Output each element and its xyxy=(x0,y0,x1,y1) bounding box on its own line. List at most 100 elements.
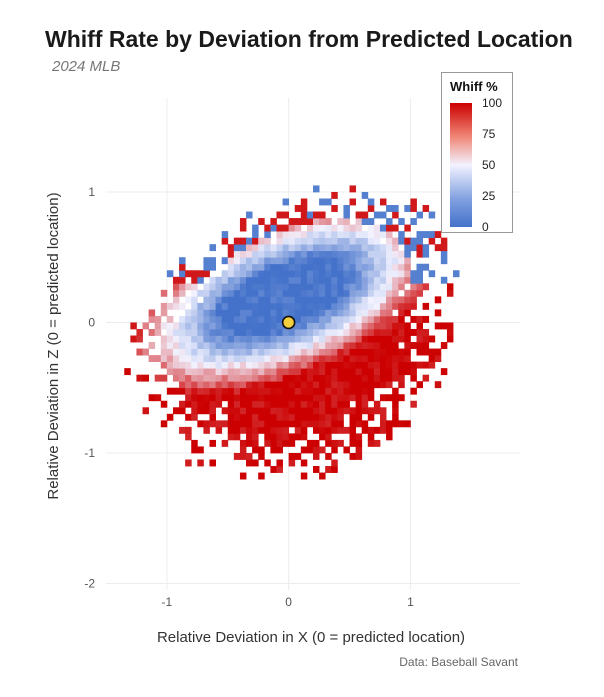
heatmap-cell xyxy=(282,335,290,343)
heatmap-cell xyxy=(258,302,265,310)
heatmap-cell xyxy=(404,328,411,336)
heatmap-cell xyxy=(221,322,229,330)
heatmap-cell xyxy=(294,218,302,225)
heatmap-cell xyxy=(239,426,247,434)
heatmap-cell xyxy=(252,387,259,395)
heatmap-cell xyxy=(313,270,320,278)
heatmap-cell xyxy=(319,433,326,441)
heatmap-cell xyxy=(154,315,162,323)
heatmap-cell xyxy=(288,361,296,369)
heatmap-cell xyxy=(239,348,247,356)
heatmap-cell xyxy=(154,374,162,382)
heatmap-cell xyxy=(246,322,253,330)
heatmap-cell xyxy=(276,361,283,369)
heatmap-cell xyxy=(398,283,405,291)
heatmap-cell xyxy=(373,211,381,219)
heatmap-cell xyxy=(185,283,192,291)
heatmap-cell xyxy=(215,302,223,310)
heatmap-cell xyxy=(331,407,338,415)
heatmap-cell xyxy=(300,250,308,258)
heatmap-cell xyxy=(379,211,387,219)
heatmap-cell xyxy=(404,335,411,343)
heatmap-cell xyxy=(313,355,320,363)
heatmap-cell xyxy=(203,368,210,376)
heatmap-cell xyxy=(191,335,198,343)
heatmap-cell xyxy=(379,302,387,310)
heatmap-cell xyxy=(197,361,204,369)
heatmap-cell xyxy=(246,420,253,428)
heatmap-cell xyxy=(349,433,357,441)
heatmap-cell xyxy=(343,289,350,297)
heatmap-cell xyxy=(313,426,320,434)
heatmap-cell xyxy=(386,296,393,304)
heatmap-cell xyxy=(355,433,363,441)
heatmap-cell xyxy=(355,309,363,317)
heatmap-cell xyxy=(349,335,357,343)
heatmap-cell xyxy=(209,289,216,297)
heatmap-cell xyxy=(319,394,326,402)
heatmap-cell xyxy=(386,244,393,252)
heatmap-cell xyxy=(252,368,259,376)
heatmap-cell xyxy=(276,309,283,317)
heatmap-cell xyxy=(373,263,381,271)
heatmap-cell xyxy=(221,342,229,349)
heatmap-cell xyxy=(203,426,210,434)
heatmap-cell xyxy=(246,426,253,434)
heatmap-cell xyxy=(209,244,216,252)
heatmap-cell xyxy=(179,276,186,284)
heatmap-cell xyxy=(355,283,363,291)
heatmap-cell xyxy=(361,309,369,317)
heatmap-cell xyxy=(313,387,320,395)
heatmap-cell xyxy=(361,296,369,304)
heatmap-cell xyxy=(288,224,296,232)
heatmap-cell xyxy=(319,328,326,336)
heatmap-cell xyxy=(349,315,357,323)
heatmap-cell xyxy=(185,387,192,395)
heatmap-cell xyxy=(288,420,296,428)
heatmap-cell xyxy=(233,426,241,434)
heatmap-cell xyxy=(343,335,350,343)
heatmap-cell xyxy=(440,244,448,252)
heatmap-cell xyxy=(416,315,423,323)
heatmap-cell xyxy=(294,328,302,336)
heatmap-cell xyxy=(367,374,375,382)
heatmap-cell xyxy=(276,394,283,402)
heatmap-cell xyxy=(349,381,357,389)
heatmap-cell xyxy=(422,250,430,258)
heatmap-cell xyxy=(379,368,387,376)
heatmap-cell xyxy=(398,420,405,428)
heatmap-cell xyxy=(203,328,210,336)
heatmap-cell xyxy=(331,237,338,245)
heatmap-cell xyxy=(270,328,277,336)
heatmap-cell xyxy=(179,315,186,323)
heatmap-cell xyxy=(331,315,338,323)
heatmap-cell xyxy=(239,244,247,252)
heatmap-cell xyxy=(386,420,393,428)
heatmap-cell xyxy=(428,211,436,219)
heatmap-cell xyxy=(276,335,283,343)
heatmap-cell xyxy=(172,296,180,304)
heatmap-cell xyxy=(386,276,393,284)
heatmap-cell xyxy=(282,211,290,219)
heatmap-cell xyxy=(300,302,308,310)
heatmap-cell xyxy=(276,407,283,415)
heatmap-cell xyxy=(209,322,216,330)
heatmap-cell xyxy=(203,361,210,369)
heatmap-cell xyxy=(325,328,332,336)
heatmap-cell xyxy=(367,348,375,356)
heatmap-cell xyxy=(233,361,241,369)
heatmap-cell xyxy=(386,283,393,291)
heatmap-cell xyxy=(209,400,216,408)
heatmap-cell xyxy=(233,237,241,245)
heatmap-cell xyxy=(392,283,399,291)
heatmap-cell xyxy=(166,387,174,395)
heatmap-cell xyxy=(337,289,344,297)
heatmap-cell xyxy=(386,289,393,297)
heatmap-cell xyxy=(306,231,314,239)
heatmap-cell xyxy=(270,322,277,330)
heatmap-cell xyxy=(282,374,290,382)
heatmap-cell xyxy=(306,374,314,382)
heatmap-cell xyxy=(416,283,423,291)
heatmap-cell xyxy=(331,302,338,310)
heatmap-cell xyxy=(331,381,338,389)
